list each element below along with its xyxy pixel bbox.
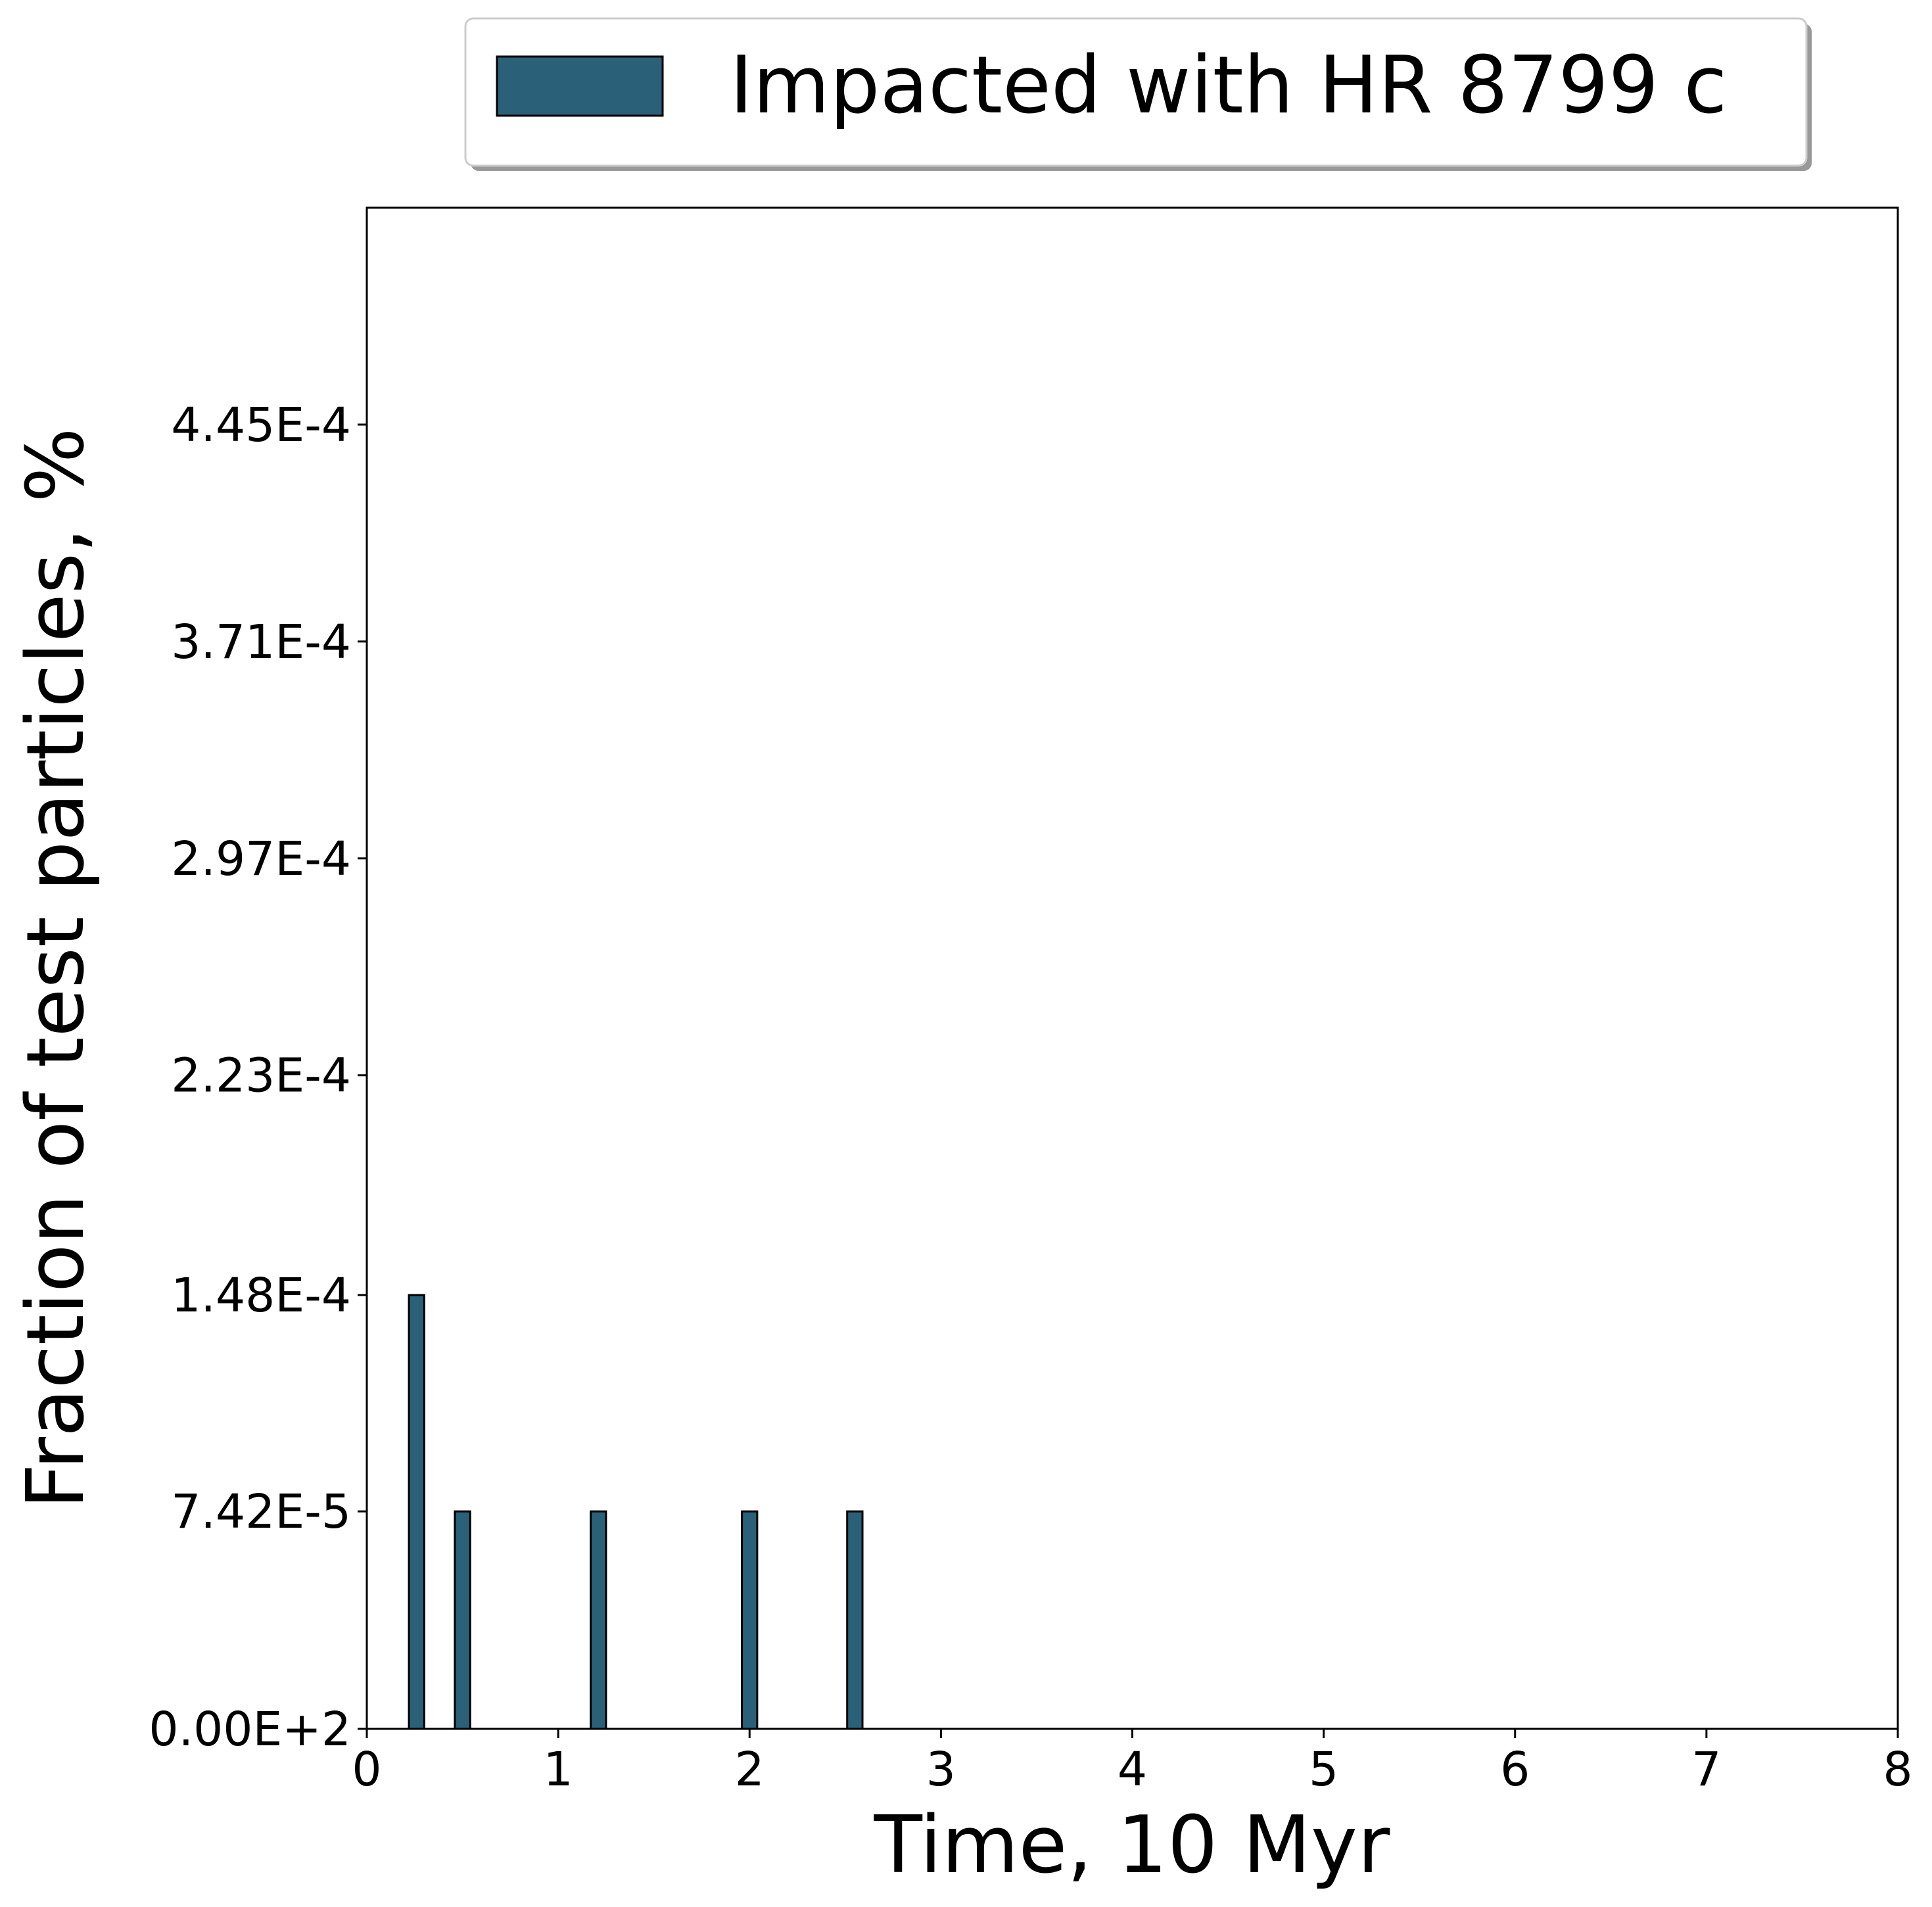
y-tick-label: 0.00E+2 [149,1702,351,1756]
y-tick-label: 1.48E-4 [171,1268,351,1323]
y-tick-label: 3.71E-4 [171,615,351,669]
y-axis-title: Fraction of test particles, % [11,428,102,1509]
bar-4 [846,1510,864,1730]
plot-area [365,206,1899,1730]
x-tick-label: 0 [352,1742,381,1797]
x-tick-label: 2 [735,1742,765,1797]
legend: Impacted with HR 8799 c [464,17,1812,171]
x-tick-label: 7 [1691,1742,1721,1797]
bar-1 [454,1510,471,1730]
y-tick-label: 7.42E-5 [171,1484,351,1539]
y-tick-label: 2.23E-4 [171,1048,351,1103]
x-tick-label: 4 [1118,1742,1147,1797]
bars [408,1294,864,1730]
y-axis: 0.00E+2 7.42E-5 1.48E-4 2.23E-4 2.97E-4 3.71E… [149,398,367,1756]
x-axis-title: Time, 10 Myr [874,1800,1390,1891]
bar-2 [590,1510,607,1730]
x-axis: 0 1 2 3 4 5 6 7 8 [352,1729,1913,1797]
x-tick-label: 5 [1309,1742,1338,1797]
x-tick-label: 3 [926,1742,956,1797]
x-tick-label: 8 [1883,1742,1912,1797]
legend-box [464,17,1808,167]
x-tick-label: 1 [544,1742,573,1797]
x-tick-label: 6 [1500,1742,1530,1797]
y-tick-label: 2.97E-4 [171,832,351,886]
bar-3 [741,1510,759,1730]
bar-0 [408,1294,425,1730]
legend-swatch [496,55,664,117]
y-tick-label: 4.45E-4 [171,398,351,452]
legend-label: Impacted with HR 8799 c [730,40,1727,131]
